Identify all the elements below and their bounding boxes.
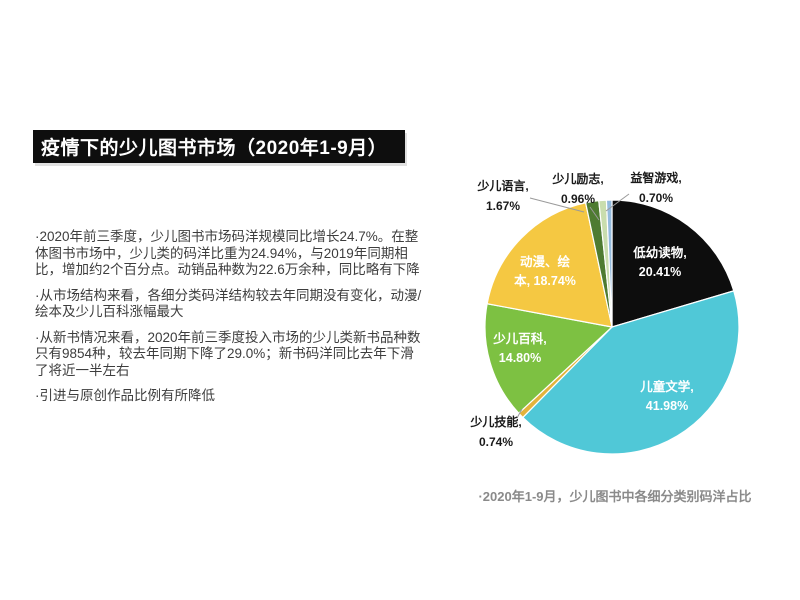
pie-slice-3 <box>484 303 613 414</box>
slide-title-text: 疫情下的少儿图书市场（2020年1-9月） <box>41 138 388 159</box>
pie-chart: 低幼读物, 20.41% 儿童文学, 41.98% 少儿技能, 0.74% 少儿百科, 14.… <box>438 158 792 498</box>
pie-label-line: 14.80% <box>498 351 542 365</box>
pie-label-line: 少儿语言, <box>477 179 529 193</box>
pie-label-outside-6: 少儿励志, 0.96% <box>552 169 603 209</box>
pie-label-line: 0.74% <box>478 435 514 449</box>
pie-slice-7 <box>605 199 613 328</box>
pie-label-outside-7: 益智游戏, 0.70% <box>630 168 681 208</box>
label-leader-line <box>589 206 600 221</box>
bullet-paragraph: ·引进与原创作品比例有所降低 <box>35 388 215 403</box>
pie-label-line: 本, 18.74% <box>514 274 576 288</box>
pie-label-line: 0.96% <box>560 192 596 206</box>
label-leader-line <box>516 408 523 419</box>
bullet-paragraph: ·2020年前三季度，少儿图书市场码洋规模同比增长24.7%。在整体图书市场中，… <box>35 229 420 277</box>
label-leader-line <box>605 193 630 212</box>
pie-label-inside-0: 低幼读物, 20.41% <box>633 244 686 282</box>
pie-label-line: 少儿技能, <box>470 415 522 429</box>
pie-label-line: 0.70% <box>638 191 674 205</box>
pie-label-inside-1: 儿童文学, 41.98% <box>640 378 693 416</box>
pie-label-outside-2: 少儿技能, 0.74% <box>470 412 521 452</box>
pie-label-line: 动漫、绘 <box>519 255 570 269</box>
pie-label-line: 儿童文学, <box>640 380 694 394</box>
pie-label-inside-4: 动漫、绘本, 18.74% <box>514 253 576 291</box>
pie-label-line: 少儿励志, <box>552 172 604 186</box>
bullet-paragraph: ·从市场结构来看，各细分类码洋结构较去年同期没有变化，动漫/绘本及少儿百科涨幅最… <box>35 287 422 320</box>
chart-caption: ·2020年1-9月，少儿图书中各细分类别码洋占比 <box>478 489 752 504</box>
pie-slice-0 <box>611 199 735 328</box>
pie-label-line: 41.98% <box>645 399 689 413</box>
pie-label-inside-3: 少儿百科, 14.80% <box>493 330 546 368</box>
pie-label-line: 少儿百科, <box>493 332 547 346</box>
pie-label-line: 20.41% <box>638 265 682 279</box>
bullet-paragraph: ·从新书情况来看，2020年前三季度投入市场的少儿类新书品种数只有9854种，较… <box>35 329 421 378</box>
pie-slice-1 <box>522 290 740 455</box>
pie-label-line: 1.67% <box>485 199 521 213</box>
slide-title: 疫情下的少儿图书市场（2020年1-9月） <box>33 130 405 163</box>
pie-label-outside-5: 少儿语言, 1.67% <box>477 176 528 216</box>
pie-label-line: 益智游戏, <box>630 171 682 185</box>
pie-label-line: 低幼读物, <box>633 246 687 260</box>
pie-slice-4 <box>486 202 613 328</box>
pie-chart-svg <box>484 193 740 455</box>
label-leader-line <box>529 197 585 213</box>
bullet-list: ·2020年前三季度，少儿图书市场码洋规模同比增长24.7%。在整体图书市场中，… <box>35 229 427 414</box>
